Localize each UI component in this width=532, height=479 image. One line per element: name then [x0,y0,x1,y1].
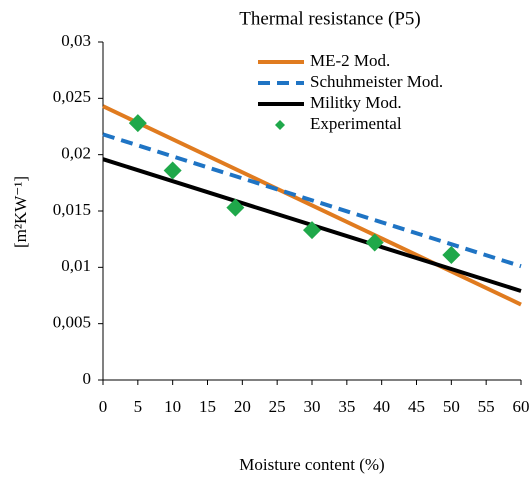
data-point [226,198,245,217]
y-tick-label: 0,03 [61,31,91,50]
x-tick-label: 20 [234,397,251,416]
x-tick-label: 30 [304,397,321,416]
y-tick-label: 0,025 [53,87,91,106]
x-tick-label: 15 [199,397,216,416]
x-tick-label: 50 [443,397,460,416]
legend-label: Militky Mod. [310,93,402,112]
x-tick-label: 5 [134,397,143,416]
x-tick-label: 60 [513,397,530,416]
data-point [303,221,321,240]
x-tick-label: 35 [338,397,355,416]
x-axis-label: Moisture content (%) [239,455,384,474]
data-point [442,245,461,264]
y-tick-label: 0,015 [53,200,91,219]
y-tick-label: 0,005 [53,313,91,332]
data-point [365,233,384,252]
x-tick-label: 40 [373,397,390,416]
data-point [128,114,147,133]
legend-label: ME-2 Mod. [310,51,390,70]
chart-title: Thermal resistance (P5) [239,8,420,29]
x-tick-label: 25 [269,397,286,416]
y-tick-label: 0,02 [61,144,91,163]
series-line [102,104,522,307]
y-tick-label: 0 [83,369,92,388]
legend-label: Schuhmeister Mod. [310,72,443,91]
x-tick-label: 45 [408,397,425,416]
y-axis-label: [m²KW⁻¹] [11,176,30,248]
y-tick-label: 0,01 [61,256,91,275]
legend-marker [275,120,285,130]
legend-label: Experimental [310,114,402,133]
data-point [163,161,182,180]
x-tick-label: 10 [164,397,181,416]
series-line [102,132,522,269]
x-tick-label: 55 [478,397,495,416]
x-tick-label: 0 [99,397,108,416]
